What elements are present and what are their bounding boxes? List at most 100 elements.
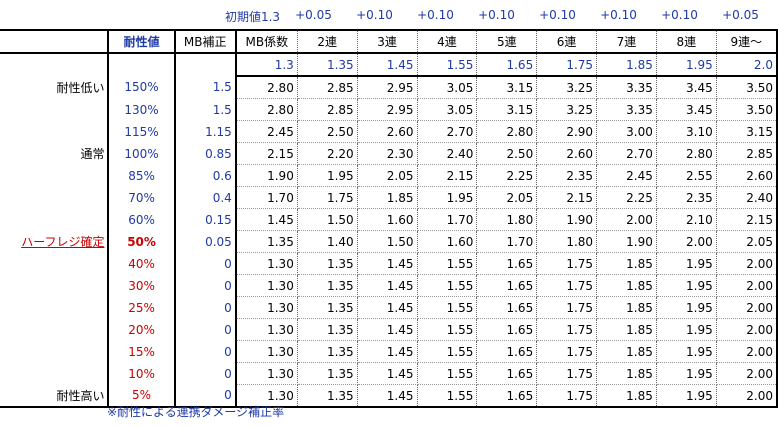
header-col: 7連 bbox=[596, 29, 657, 54]
table-row: 10% 0 1.30 1.35 1.45 1.55 1.65 1.75 1.85 1.95 2.00 bbox=[0, 362, 778, 385]
resist-cell: 5% bbox=[107, 384, 176, 408]
value-cell: 2.85 bbox=[297, 76, 358, 99]
value-cell: 1.35 bbox=[297, 362, 358, 385]
table-row: 通常 100% 0.85 2.15 2.20 2.30 2.40 2.50 2.60 2.70 2.… bbox=[0, 142, 778, 165]
mb-cell: 1.15 bbox=[174, 120, 237, 143]
mb-cell: 0 bbox=[174, 252, 237, 275]
table-row: 15% 0 1.30 1.35 1.45 1.55 1.65 1.75 1.85 1.95 2.00 bbox=[0, 340, 778, 363]
mb-cell: 0 bbox=[174, 340, 237, 363]
value-cell: 2.15 bbox=[235, 142, 298, 165]
resist-cell: 60% bbox=[107, 208, 176, 231]
value-cell: 2.00 bbox=[716, 296, 778, 319]
header-resist: 耐性値 bbox=[107, 29, 176, 54]
value-cell: 3.45 bbox=[656, 98, 717, 121]
value-cell: 1.35 bbox=[297, 318, 358, 341]
value-cell: 3.15 bbox=[476, 98, 538, 121]
value-cell: 1.90 bbox=[536, 208, 598, 231]
table-row: 40% 0 1.30 1.35 1.45 1.55 1.65 1.75 1.85 1.95 2.00 bbox=[0, 252, 778, 275]
value-cell: 2.00 bbox=[716, 384, 778, 408]
header-mb: MB補正 bbox=[174, 29, 237, 54]
value-cell: 1.95 bbox=[656, 296, 717, 319]
value-cell: 2.00 bbox=[716, 362, 778, 385]
value-cell: 3.35 bbox=[596, 76, 657, 99]
value-cell: 2.25 bbox=[596, 186, 657, 209]
resist-cell: 25% bbox=[107, 296, 176, 319]
value-cell: 1.55 bbox=[417, 384, 478, 408]
value-cell: 2.35 bbox=[656, 186, 717, 209]
value-cell: 1.45 bbox=[357, 340, 418, 363]
value-cell: 1.80 bbox=[476, 208, 538, 231]
value-cell: 2.50 bbox=[297, 120, 358, 143]
resist-cell: 130% bbox=[107, 98, 176, 121]
value-cell: 1.30 bbox=[235, 384, 298, 408]
base-row: 1.3 1.35 1.45 1.55 1.65 1.75 1.85 1.95 2… bbox=[0, 53, 778, 77]
value-cell: 2.00 bbox=[716, 318, 778, 341]
mb-cell: 0 bbox=[174, 362, 237, 385]
value-cell: 1.70 bbox=[235, 186, 298, 209]
value-cell: 2.60 bbox=[536, 142, 598, 165]
value-cell: 2.70 bbox=[417, 120, 478, 143]
resist-cell: 70% bbox=[107, 186, 176, 209]
increment-cell: +0.10 bbox=[600, 8, 637, 22]
base-cell: 2.0 bbox=[716, 53, 778, 77]
value-cell: 1.30 bbox=[235, 362, 298, 385]
corner-cell bbox=[0, 29, 109, 54]
value-cell: 1.30 bbox=[235, 252, 298, 275]
value-cell: 1.75 bbox=[536, 340, 598, 363]
value-cell: 1.35 bbox=[297, 340, 358, 363]
resist-cell: 85% bbox=[107, 164, 176, 187]
resist-cell: 15% bbox=[107, 340, 176, 363]
base-cell: 1.75 bbox=[536, 53, 598, 77]
value-cell: 1.55 bbox=[417, 318, 478, 341]
value-cell: 3.25 bbox=[536, 98, 598, 121]
value-cell: 1.55 bbox=[417, 296, 478, 319]
value-cell: 2.05 bbox=[476, 186, 538, 209]
value-cell: 1.65 bbox=[476, 362, 538, 385]
mb-cell: 0.15 bbox=[174, 208, 237, 231]
value-cell: 1.70 bbox=[476, 230, 538, 253]
resist-cell: 20% bbox=[107, 318, 176, 341]
value-cell: 2.60 bbox=[716, 164, 778, 187]
resist-cell: 150% bbox=[107, 76, 176, 99]
value-cell: 1.45 bbox=[357, 252, 418, 275]
table-row: 115% 1.15 2.45 2.50 2.60 2.70 2.80 2.90 3.00 3.10… bbox=[0, 120, 778, 143]
value-cell: 2.00 bbox=[596, 208, 657, 231]
value-cell: 3.35 bbox=[596, 98, 657, 121]
row-label bbox=[0, 319, 108, 341]
value-cell: 1.60 bbox=[417, 230, 478, 253]
mb-cell: 1.5 bbox=[174, 76, 237, 99]
value-cell: 2.45 bbox=[596, 164, 657, 187]
resist-cell: 40% bbox=[107, 252, 176, 275]
table-row: 25% 0 1.30 1.35 1.45 1.55 1.65 1.75 1.85 1.95 2.00 bbox=[0, 296, 778, 319]
value-cell: 2.80 bbox=[235, 98, 298, 121]
value-cell: 3.50 bbox=[716, 76, 778, 99]
value-cell: 2.05 bbox=[716, 230, 778, 253]
value-cell: 1.95 bbox=[656, 274, 717, 297]
value-cell: 2.80 bbox=[476, 120, 538, 143]
value-cell: 1.85 bbox=[596, 318, 657, 341]
value-cell: 3.50 bbox=[716, 98, 778, 121]
increment-cell: +0.10 bbox=[417, 8, 454, 22]
value-cell: 1.80 bbox=[536, 230, 598, 253]
value-cell: 2.85 bbox=[297, 98, 358, 121]
value-cell: 2.45 bbox=[235, 120, 298, 143]
table-row: 30% 0 1.30 1.35 1.45 1.55 1.65 1.75 1.85 1.95 2.00 bbox=[0, 274, 778, 297]
value-cell: 1.95 bbox=[297, 164, 358, 187]
value-cell: 1.65 bbox=[476, 296, 538, 319]
value-cell: 2.30 bbox=[357, 142, 418, 165]
value-cell: 1.30 bbox=[235, 340, 298, 363]
base-resist bbox=[107, 53, 176, 76]
row-label: 耐性高い bbox=[0, 384, 109, 408]
value-cell: 1.75 bbox=[536, 362, 598, 385]
value-cell: 1.85 bbox=[596, 252, 657, 275]
value-cell: 1.30 bbox=[235, 318, 298, 341]
value-cell: 1.35 bbox=[297, 384, 358, 408]
table-row: 70% 0.4 1.70 1.75 1.85 1.95 2.05 2.15 2.25 2.35 2.… bbox=[0, 186, 778, 209]
base-mb bbox=[174, 53, 237, 76]
value-cell: 1.85 bbox=[596, 362, 657, 385]
header-col: 8連 bbox=[656, 29, 717, 54]
row-label bbox=[0, 253, 108, 275]
header-col: 4連 bbox=[417, 29, 478, 54]
header-col: 6連 bbox=[536, 29, 598, 54]
value-cell: 1.90 bbox=[235, 164, 298, 187]
